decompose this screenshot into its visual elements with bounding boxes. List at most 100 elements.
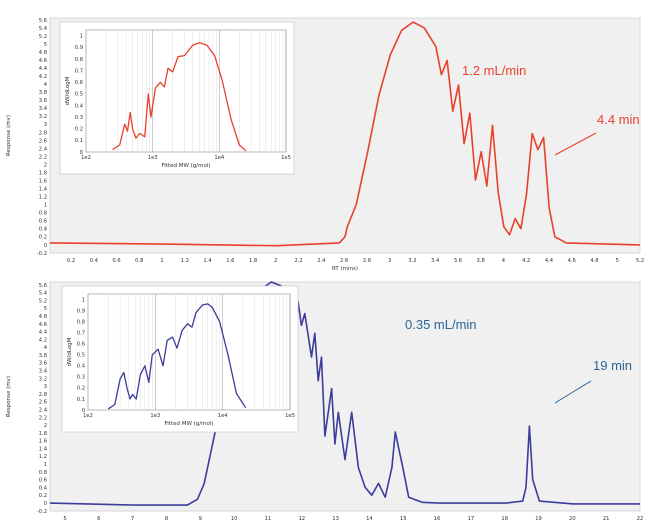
y-tick-label: 1.4 bbox=[39, 446, 48, 452]
inset-y-tick-label: 0.9 bbox=[77, 308, 85, 314]
inset-x-tick-label: 1e2 bbox=[81, 155, 91, 161]
x-tick-label: 3.4 bbox=[431, 258, 440, 264]
time-annotation: 4.4 min bbox=[597, 112, 640, 127]
y-tick-label: 2.8 bbox=[39, 130, 47, 136]
y-tick-label: 4 bbox=[44, 345, 48, 351]
y-tick-label: 1 bbox=[44, 203, 47, 209]
y-tick-label: 4.6 bbox=[39, 58, 47, 64]
x-axis-label: RT (mins) bbox=[332, 266, 358, 272]
inset-y-tick-label: 0 bbox=[80, 150, 83, 156]
y-tick-label: -0.2 bbox=[37, 251, 47, 257]
inset-y-tick-label: 0.8 bbox=[75, 57, 83, 63]
x-tick-label: 0.6 bbox=[112, 258, 120, 264]
y-tick-label: 0.6 bbox=[39, 478, 47, 484]
y-tick-label: 1.4 bbox=[39, 187, 48, 193]
y-tick-label: 1.8 bbox=[39, 431, 47, 437]
x-tick-label: 4 bbox=[502, 258, 506, 264]
y-tick-label: 2.2 bbox=[39, 415, 47, 421]
inset-y-tick-label: 0.5 bbox=[77, 353, 85, 359]
y-tick-label: 5.4 bbox=[39, 291, 48, 297]
y-tick-label: 2.4 bbox=[39, 146, 48, 152]
y-tick-label: 0.4 bbox=[39, 227, 48, 233]
inset-x-tick-label: 1e5 bbox=[285, 413, 295, 419]
inset-x-tick-label: 1e4 bbox=[218, 413, 228, 419]
y-tick-label: 4.6 bbox=[39, 322, 47, 328]
y-tick-label: 5.6 bbox=[39, 18, 47, 24]
x-tick-label: 3.2 bbox=[408, 258, 416, 264]
x-tick-label: 4.6 bbox=[568, 258, 576, 264]
y-tick-label: -0.2 bbox=[37, 509, 47, 515]
x-tick-label: 3.8 bbox=[477, 258, 485, 264]
inset-x-axis-label: Fitted MW (g/mol) bbox=[161, 163, 210, 169]
y-tick-label: 3.4 bbox=[39, 106, 48, 112]
inset-trace bbox=[107, 303, 247, 410]
chromatogram-trace bbox=[49, 21, 641, 247]
y-tick-label: 4.2 bbox=[39, 74, 47, 80]
x-tick-label: 10 bbox=[231, 516, 238, 522]
flow-rate-annotation: 0.35 mL/min bbox=[405, 317, 477, 332]
inset-y-tick-label: 0.7 bbox=[75, 68, 83, 74]
x-tick-label: 4.2 bbox=[522, 258, 530, 264]
y-tick-label: 4.2 bbox=[39, 337, 47, 343]
y-tick-label: 4.4 bbox=[39, 66, 48, 72]
y-tick-label: 2 bbox=[44, 162, 47, 168]
y-tick-label: 3.4 bbox=[39, 369, 48, 375]
y-tick-label: 1.2 bbox=[39, 454, 47, 460]
y-tick-label: 5.6 bbox=[39, 283, 47, 289]
inset-y-tick-label: 0.8 bbox=[77, 319, 85, 325]
y-tick-label: 3.2 bbox=[39, 114, 47, 120]
x-tick-label: 1.6 bbox=[226, 258, 234, 264]
x-tick-label: 4.4 bbox=[545, 258, 554, 264]
inset-y-axis-label: dW/dLogM bbox=[67, 337, 73, 366]
x-tick-label: 5.2 bbox=[636, 258, 644, 264]
y-tick-label: 5.2 bbox=[39, 34, 47, 40]
inset-y-tick-label: 0.3 bbox=[77, 375, 85, 381]
x-tick-label: 16 bbox=[434, 516, 441, 522]
x-tick-label: 7 bbox=[131, 516, 134, 522]
x-tick-label: 2.2 bbox=[294, 258, 302, 264]
inset-y-tick-label: 0.3 bbox=[75, 115, 83, 121]
inset-y-tick-label: 0.1 bbox=[75, 138, 83, 144]
inset-x-tick-label: 1e2 bbox=[83, 413, 93, 419]
x-tick-label: 13 bbox=[332, 516, 339, 522]
inset-y-tick-label: 0.9 bbox=[75, 45, 83, 51]
x-tick-label: 8 bbox=[165, 516, 168, 522]
inset-x-axis-label: Fitted MW (g/mol) bbox=[164, 421, 213, 427]
y-tick-label: 3.2 bbox=[39, 376, 47, 382]
x-tick-label: 3.6 bbox=[454, 258, 462, 264]
x-tick-label: 20 bbox=[569, 516, 576, 522]
x-tick-label: 22 bbox=[637, 516, 644, 522]
y-tick-label: 2.6 bbox=[39, 138, 47, 144]
y-tick-label: 5.2 bbox=[39, 298, 47, 304]
y-tick-label: 5 bbox=[44, 42, 47, 48]
y-axis-label: Response (mv) bbox=[6, 376, 12, 417]
y-tick-label: 1.6 bbox=[39, 178, 47, 184]
inset-y-tick-label: 0 bbox=[82, 408, 85, 414]
y-tick-label: 0.8 bbox=[39, 470, 47, 476]
y-tick-label: 4 bbox=[44, 82, 48, 88]
y-tick-label: 0.8 bbox=[39, 211, 47, 217]
x-tick-label: 0.8 bbox=[135, 258, 143, 264]
y-tick-label: 2.8 bbox=[39, 392, 47, 398]
inset-y-tick-label: 0.2 bbox=[77, 386, 85, 392]
y-tick-label: 3.6 bbox=[39, 98, 47, 104]
x-tick-label: 18 bbox=[501, 516, 508, 522]
y-tick-label: 2.6 bbox=[39, 400, 47, 406]
y-tick-label: 0 bbox=[44, 243, 47, 249]
x-tick-label: 2 bbox=[274, 258, 277, 264]
y-tick-label: 0.6 bbox=[39, 219, 47, 225]
inset-x-tick-label: 1e4 bbox=[214, 155, 224, 161]
x-tick-label: 12 bbox=[298, 516, 305, 522]
y-tick-label: 5.4 bbox=[39, 26, 48, 32]
x-tick-label: 3 bbox=[388, 258, 391, 264]
x-tick-label: 19 bbox=[535, 516, 542, 522]
inset-y-tick-label: 0.4 bbox=[77, 364, 86, 370]
annotation-leader-line bbox=[554, 380, 592, 404]
inset-y-tick-label: 1 bbox=[80, 34, 83, 40]
y-tick-label: 1.6 bbox=[39, 439, 47, 445]
x-tick-label: 2.6 bbox=[340, 258, 348, 264]
inset-x-tick-label: 1e3 bbox=[148, 155, 158, 161]
x-tick-label: 6 bbox=[97, 516, 100, 522]
y-tick-label: 5 bbox=[44, 306, 47, 312]
x-tick-label: 11 bbox=[265, 516, 272, 522]
